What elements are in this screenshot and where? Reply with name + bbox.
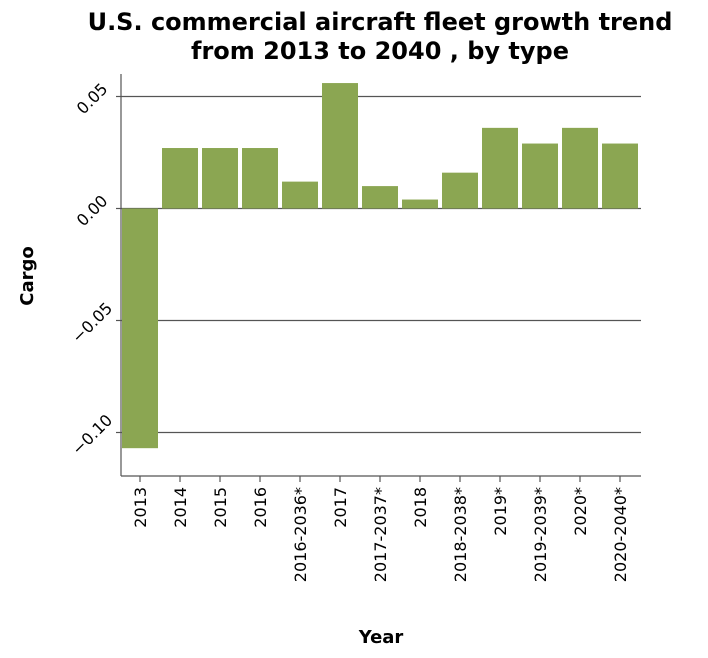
x-tick-label: 2016 xyxy=(251,487,270,528)
x-tick-label: 2020-2040* xyxy=(611,487,630,582)
axes xyxy=(120,74,641,477)
x-tick-label: 2015 xyxy=(211,487,230,528)
x-tick-label: 2020* xyxy=(571,487,590,536)
bar-2016-2036* xyxy=(282,181,318,209)
x-tick-label: 2018-2038* xyxy=(451,487,470,582)
bar-2018 xyxy=(402,199,438,209)
y-tick-label: 0.00 xyxy=(73,191,112,230)
x-tick-label: 2017-2037* xyxy=(371,487,390,582)
x-axis-ticks: 2013 2014 2015 2016 2016-2036* 2017 2017-2037*… xyxy=(131,476,630,582)
y-tick-label: 0.05 xyxy=(73,79,112,118)
x-tick-label: 2014 xyxy=(171,487,190,528)
y-axis-title: Cargo xyxy=(17,246,38,305)
x-tick-label: 2016-2036* xyxy=(291,487,310,582)
y-axis-ticks: 0.05 0.00 −0.05 −0.10 xyxy=(68,79,121,459)
bar-2019* xyxy=(482,127,518,209)
bar-2013 xyxy=(122,208,158,449)
y-tick-label: −0.05 xyxy=(68,299,116,347)
bar-2018-2038* xyxy=(442,172,478,209)
bar-2014 xyxy=(162,148,198,209)
bar-2020-2040* xyxy=(602,143,638,209)
bar-2019-2039* xyxy=(522,143,558,209)
x-tick-label: 2019* xyxy=(491,487,510,536)
x-tick-label: 2018 xyxy=(411,487,430,528)
x-tick-label: 2017 xyxy=(331,487,350,528)
bar-2017 xyxy=(322,83,358,209)
y-tick-label: −0.10 xyxy=(68,411,116,459)
chart-title-line-2: from 2013 to 2040 , by type xyxy=(191,37,569,65)
bars xyxy=(122,83,638,449)
bar-2020* xyxy=(562,127,598,209)
bar-2016 xyxy=(242,148,278,209)
bar-2015 xyxy=(202,148,238,209)
x-tick-label: 2019-2039* xyxy=(531,487,550,582)
chart-title-line-1: U.S. commercial aircraft fleet growth tr… xyxy=(88,8,673,36)
x-axis-title: Year xyxy=(358,627,404,648)
bar-2017-2037* xyxy=(362,186,398,209)
x-tick-label: 2013 xyxy=(131,487,150,528)
